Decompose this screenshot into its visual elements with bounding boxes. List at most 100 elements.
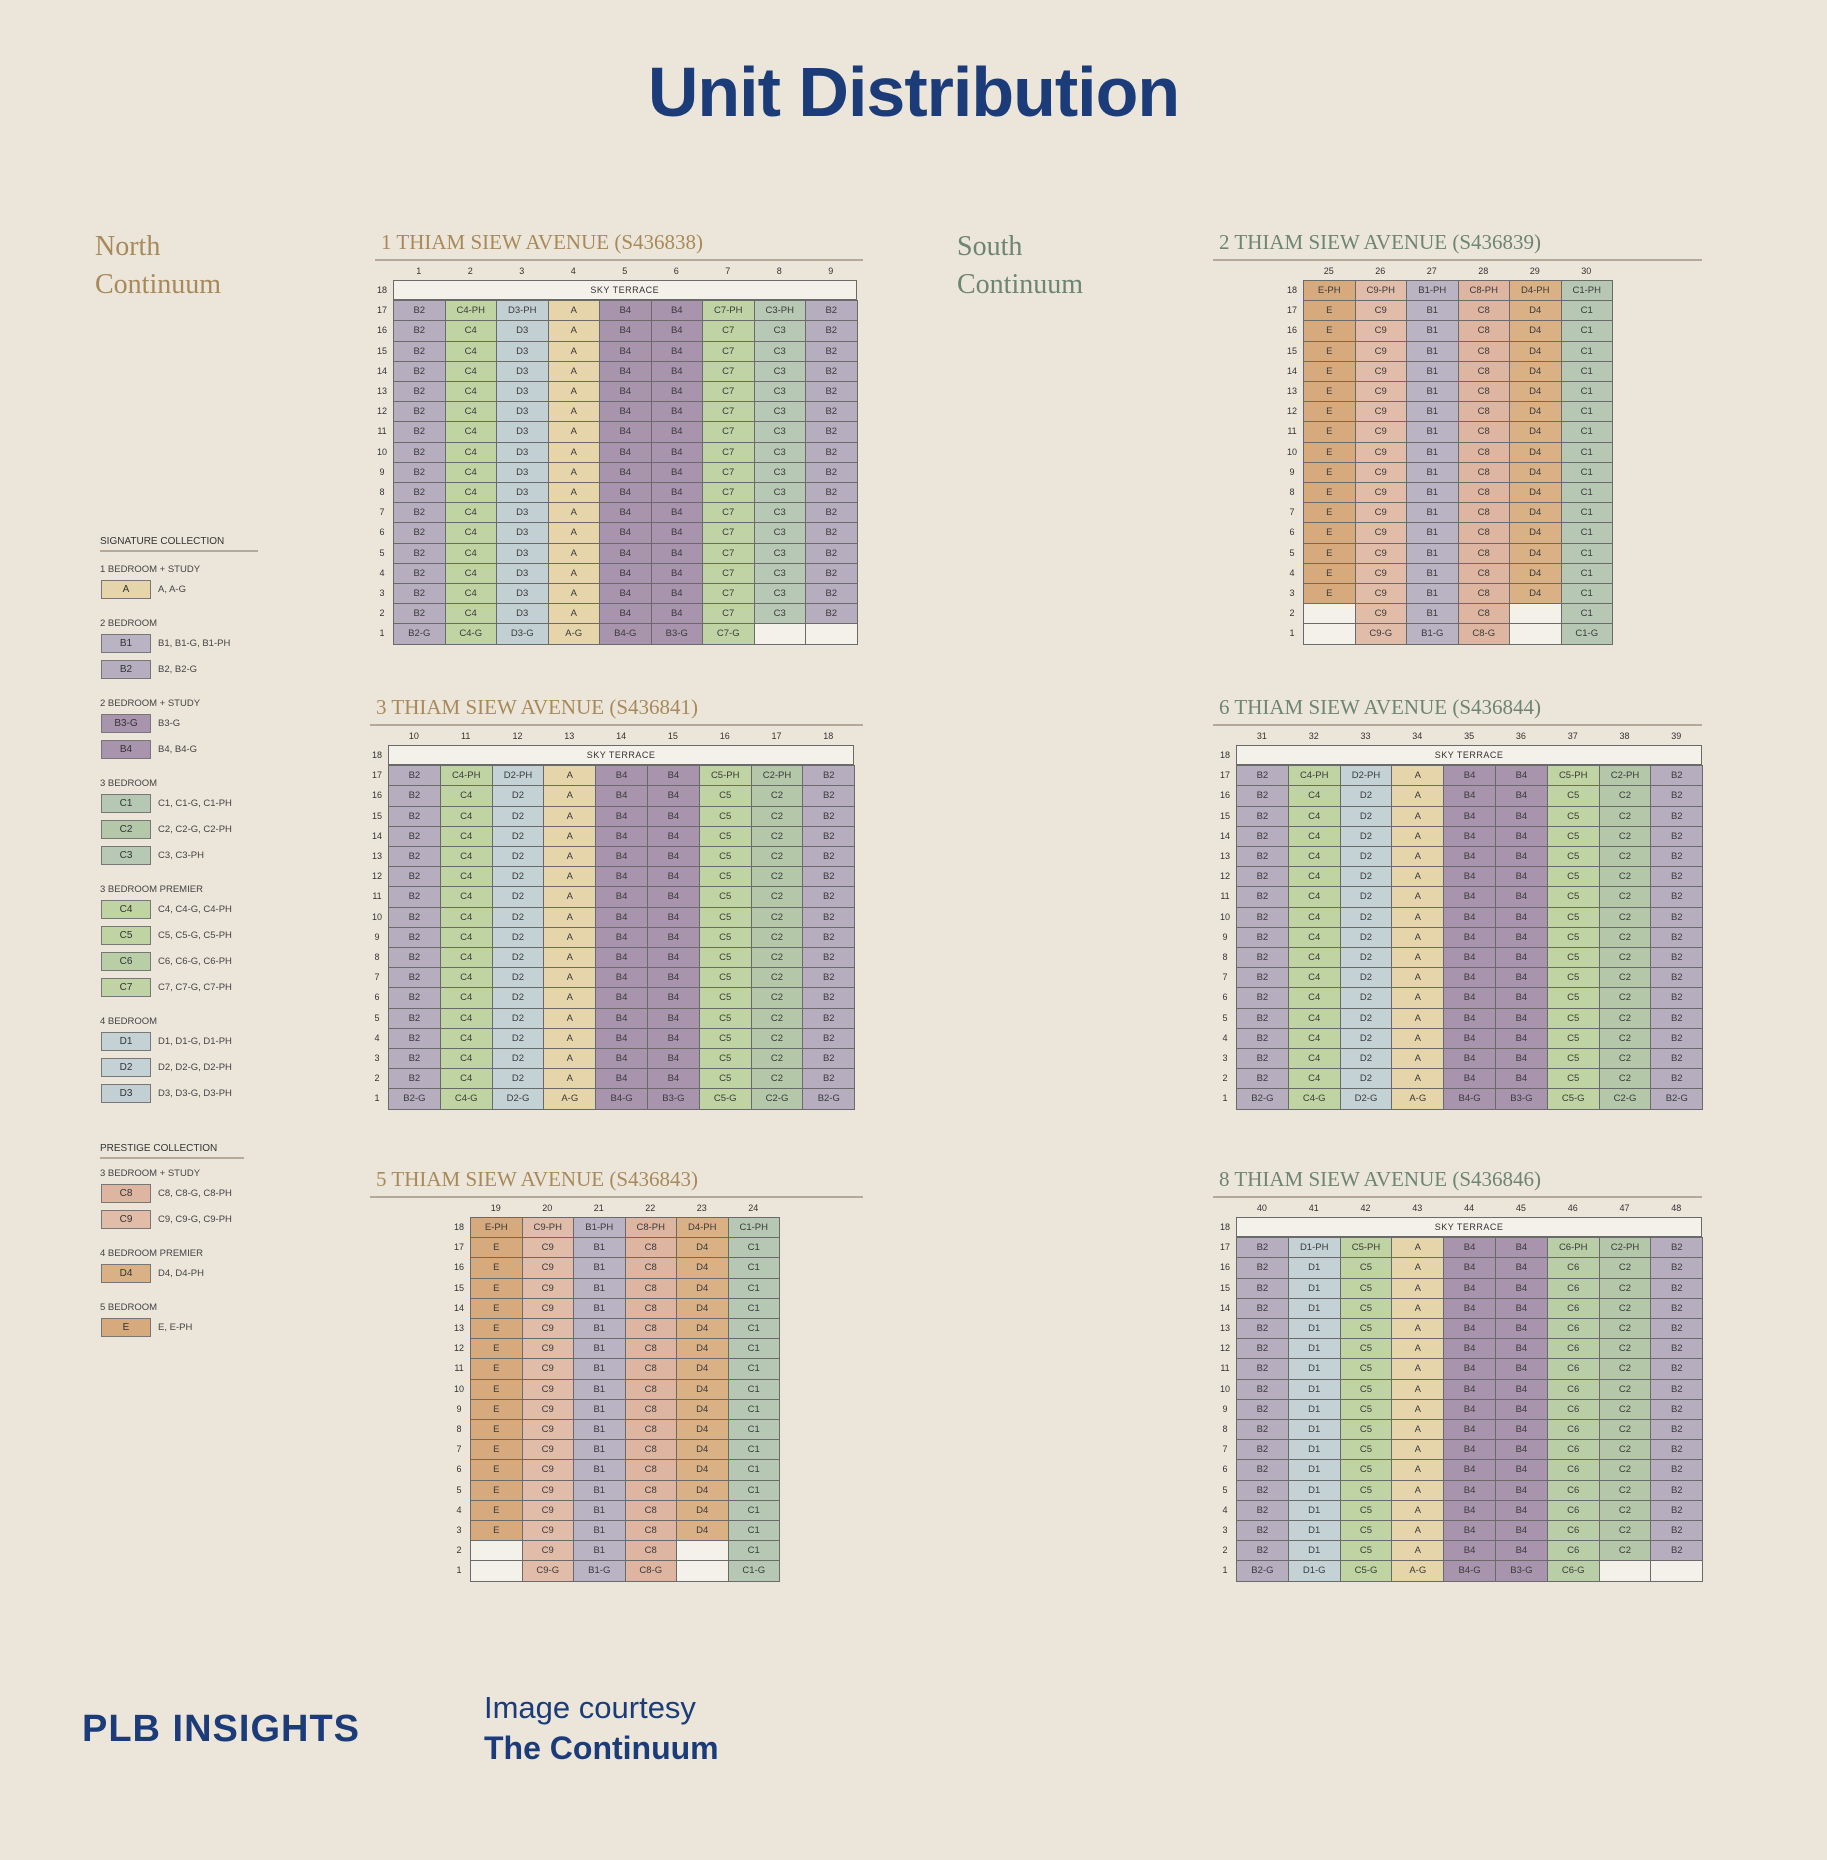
column-number: 37: [1567, 731, 1578, 741]
unit-cell: D4: [676, 1378, 729, 1400]
unit-cell: C5: [1546, 1007, 1600, 1029]
unit-cell: B4: [599, 522, 652, 544]
unit-cell: D1: [1287, 1378, 1341, 1400]
unit-cell: C6: [1546, 1297, 1600, 1319]
unit-cell: E: [1303, 381, 1356, 403]
unit-cell: B3-G: [1495, 1088, 1548, 1110]
unit-cell: C4: [444, 421, 497, 443]
floor-number: 6: [1222, 1464, 1228, 1475]
unit-cell: B2: [393, 542, 446, 564]
unit-cell: C5: [1339, 1499, 1393, 1521]
unit-cell: E: [470, 1297, 523, 1319]
floor-number: 11: [1287, 426, 1297, 437]
unit-cell: C4: [439, 846, 493, 868]
unit-cell: C4: [444, 381, 497, 403]
unit-cell: B4: [1495, 926, 1548, 948]
unit-cell: D4: [1509, 522, 1562, 544]
unit-cell: D4: [676, 1520, 729, 1542]
unit-cell: B1-PH: [573, 1217, 626, 1239]
unit-cell: B4: [1495, 1439, 1548, 1461]
unit-cell: B2: [805, 542, 858, 564]
unit-cell: D4: [1509, 421, 1562, 443]
floor-number: 18: [1219, 1222, 1230, 1232]
floor-number: 16: [371, 790, 382, 801]
unit-cell: C9: [521, 1297, 574, 1319]
unit-cell: B4: [599, 562, 652, 584]
unit-cell: C8: [624, 1398, 677, 1420]
legend-item: C5 C5, C5-G, C5-PH: [101, 926, 232, 945]
unit-cell: B4: [595, 866, 648, 888]
unit-cell: C6: [1546, 1439, 1600, 1461]
unit-cell: D4: [676, 1297, 729, 1319]
unit-cell: B4: [1443, 1398, 1496, 1420]
unit-cell: D2: [491, 1048, 545, 1070]
building-6-thiam-siew: 6 THIAM SIEW AVENUE (S436844) 31 32 33 34 35…: [1213, 695, 1704, 1110]
unit-cell: D1-PH: [1287, 1237, 1341, 1259]
unit-cell: B2: [1650, 886, 1704, 908]
unit-cell: B2: [388, 1007, 441, 1029]
legend-description: C4, C4-G, C4-PH: [158, 904, 232, 915]
legend-swatch: C4: [101, 900, 151, 919]
unit-cell: C4: [444, 502, 497, 524]
unit-cell: D4: [1509, 502, 1562, 524]
floor-number: 13: [376, 386, 387, 396]
unit-cell: C2: [1598, 1439, 1652, 1461]
unit-cell: C8: [624, 1419, 677, 1441]
unit-cell: C9: [1354, 421, 1407, 443]
floor-number: 8: [456, 1424, 462, 1434]
floor-number: 7: [1222, 1444, 1228, 1455]
unit-cell: B1: [1406, 360, 1459, 382]
unit-cell: [1303, 623, 1356, 645]
unit-cell: B1: [573, 1277, 626, 1299]
unit-cell: C4: [444, 562, 497, 584]
unit-cell: B4: [595, 1068, 648, 1090]
unit-cell: E: [470, 1520, 523, 1542]
unit-cell: E: [470, 1338, 523, 1360]
unit-cell: C2: [750, 967, 804, 989]
floor-number: 10: [1219, 1383, 1230, 1394]
unit-cell: D2: [1339, 926, 1393, 948]
unit-cell: C2: [1598, 1358, 1652, 1380]
unit-cell: B4: [595, 785, 648, 807]
unit-cell: C8: [624, 1297, 677, 1319]
unit-cell: D1: [1287, 1277, 1341, 1299]
unit-cell: C3: [753, 502, 806, 524]
unit-cell: B4: [1495, 1257, 1548, 1279]
unit-cell: D1: [1287, 1358, 1341, 1380]
floor-number: 14: [1219, 830, 1230, 841]
unit-cell: C9-PH: [521, 1217, 574, 1239]
unit-cell: B4: [595, 805, 648, 827]
unit-cell: [470, 1560, 523, 1582]
unit-cell: B1-G: [573, 1560, 626, 1582]
unit-cell: C8: [624, 1459, 677, 1481]
unit-cell: C1: [727, 1237, 780, 1259]
unit-cell: C8: [1457, 502, 1510, 524]
unit-cell: B3-G: [650, 623, 703, 645]
unit-cell: D2: [491, 967, 545, 989]
unit-cell: B4: [1443, 1459, 1496, 1481]
unit-cell: D2: [491, 866, 545, 888]
unit-cell: B4: [1495, 967, 1548, 989]
floor-number: 6: [1289, 527, 1295, 538]
unit-cell: [470, 1540, 523, 1562]
unit-cell: D4: [676, 1419, 729, 1441]
floor-number: 4: [1222, 1032, 1228, 1043]
floor-number: 11: [454, 1363, 464, 1374]
unit-cell: C2: [750, 906, 804, 928]
unit-cell: B4: [1495, 1520, 1548, 1542]
unit-cell: C8: [1457, 603, 1510, 625]
unit-cell: A: [543, 805, 597, 827]
floor-number: 3: [1222, 1053, 1228, 1063]
floor-number: 11: [1220, 1363, 1230, 1374]
unit-cell: C2: [750, 846, 804, 868]
unit-cell: B1: [1406, 562, 1459, 584]
unit-cell: C3: [753, 542, 806, 564]
unit-cell: B1: [573, 1318, 626, 1340]
floor-number: 10: [1219, 911, 1230, 922]
floor-number: 2: [1222, 1073, 1228, 1084]
floor-number: 14: [371, 830, 382, 841]
legend-description: D4, D4-PH: [158, 1268, 204, 1279]
unit-cell: C5: [698, 866, 752, 888]
unit-cell: C5: [698, 906, 752, 928]
unit-cell: C4: [1287, 967, 1341, 989]
